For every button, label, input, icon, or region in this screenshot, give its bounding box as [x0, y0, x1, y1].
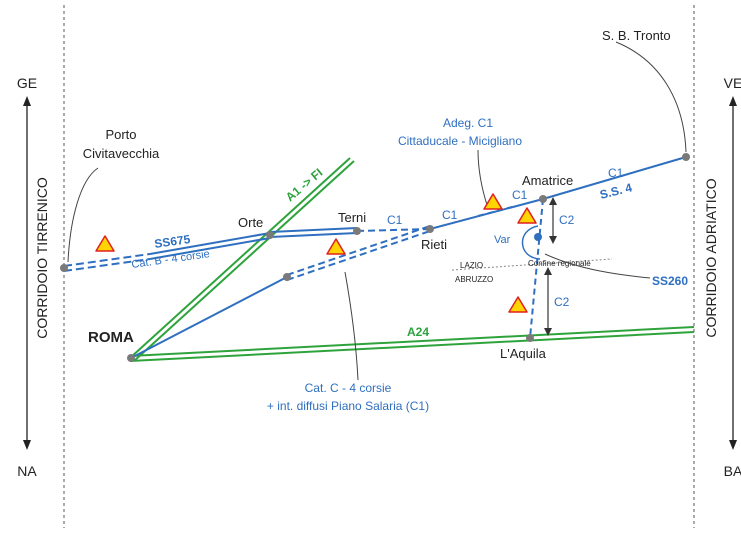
ss675-road: [63, 232, 271, 272]
orte-terni-road: [269, 227, 358, 238]
adeg-label-line1: Adeg. C1: [443, 116, 493, 130]
rieti-node: [426, 225, 434, 233]
ss260-road: [529, 198, 544, 339]
c1-terni-rieti-label: C1: [387, 213, 403, 227]
salaria-catc-road: [286, 225, 431, 281]
tronto-node: [682, 153, 690, 161]
c1-amatrice-label: C1: [512, 188, 528, 202]
na-label: NA: [17, 463, 37, 479]
ss4-amatrice-tronto: [542, 156, 687, 200]
corridoio-tirrenico-label: CORRIDOIO TIRRENICO: [34, 177, 50, 339]
catc-label-line1: Cat. C - 4 corsie: [305, 381, 392, 395]
orte-node: [266, 231, 274, 239]
ss4-label: S.S. 4: [598, 180, 633, 202]
catc-label-line2: + int. diffusi Piano Salaria (C1): [267, 399, 429, 413]
terni-rieti-road: [356, 228, 431, 232]
ss675-label: SS675: [153, 232, 191, 251]
ve-label: VE: [724, 75, 741, 91]
adeg-leader-line: [477, 149, 489, 209]
orte-label: Orte: [238, 215, 263, 230]
terni-node: [353, 227, 361, 235]
amatrice-node: [539, 195, 547, 203]
a24-label: A24: [407, 325, 429, 339]
warning-icon: [517, 207, 537, 224]
porto-leader-line: [67, 167, 99, 263]
terni-label: Terni: [338, 210, 366, 225]
corridoio-adriatico-label: CORRIDOIO ADRIATICO: [703, 178, 719, 337]
porto-node: [60, 264, 68, 272]
c1-rieti-label: C1: [442, 208, 458, 222]
warning-icon: [483, 193, 503, 210]
left-arrow-down-head: [23, 440, 31, 450]
a1-motorway: [129, 157, 355, 362]
laquila-node: [526, 334, 534, 342]
porto-label-line2: Civitavecchia: [83, 146, 160, 161]
ba-label: BA: [724, 463, 741, 479]
left-arrow-up-head: [23, 96, 31, 106]
ge-label: GE: [17, 75, 37, 91]
rieti-label: Rieti: [421, 237, 447, 252]
c2-lower-label: C2: [554, 295, 570, 309]
laquila-label: L'Aquila: [500, 346, 547, 361]
right-arrow-down-head: [729, 440, 737, 450]
ss4-cittaducale-micigliano: [477, 206, 513, 217]
amatrice-label: Amatrice: [522, 173, 573, 188]
adeg-label-line2: Cittaducale - Micigliano: [398, 134, 522, 148]
warning-icon: [508, 296, 528, 313]
ss4-rieti-amatrice: [429, 198, 544, 230]
a24-motorway: [129, 326, 695, 362]
c2-lower-arrow: [544, 267, 552, 336]
roma-label: ROMA: [88, 329, 134, 346]
var-label: Var: [494, 234, 511, 246]
warning-icon: [326, 238, 346, 255]
confine-label: Confine regionale: [528, 259, 591, 268]
ss675-cat-label: Cat. B - 4 corsie: [131, 248, 211, 271]
variant-curve: [521, 225, 541, 260]
catc-leader-line: [344, 271, 359, 381]
ss260-label: SS260: [652, 274, 688, 288]
roma-salaria-road: [130, 276, 288, 359]
warning-icon: [95, 235, 115, 252]
c1-tronto-label: C1: [608, 166, 624, 180]
var-node: [534, 233, 542, 241]
salaria-node: [283, 273, 291, 281]
ss260-leader-line: [544, 253, 651, 279]
porto-label-line1: Porto: [105, 127, 136, 142]
regional-border: [451, 258, 613, 271]
tronto-leader-line: [615, 41, 687, 153]
abruzzo-label: ABRUZZO: [455, 275, 493, 284]
lazio-label: LAZIO: [460, 261, 483, 270]
c2-upper-label: C2: [559, 213, 575, 227]
right-arrow-up-head: [729, 96, 737, 106]
c2-upper-arrow: [549, 197, 557, 244]
tronto-label: S. B. Tronto: [602, 28, 671, 43]
roma-node: [127, 354, 135, 362]
